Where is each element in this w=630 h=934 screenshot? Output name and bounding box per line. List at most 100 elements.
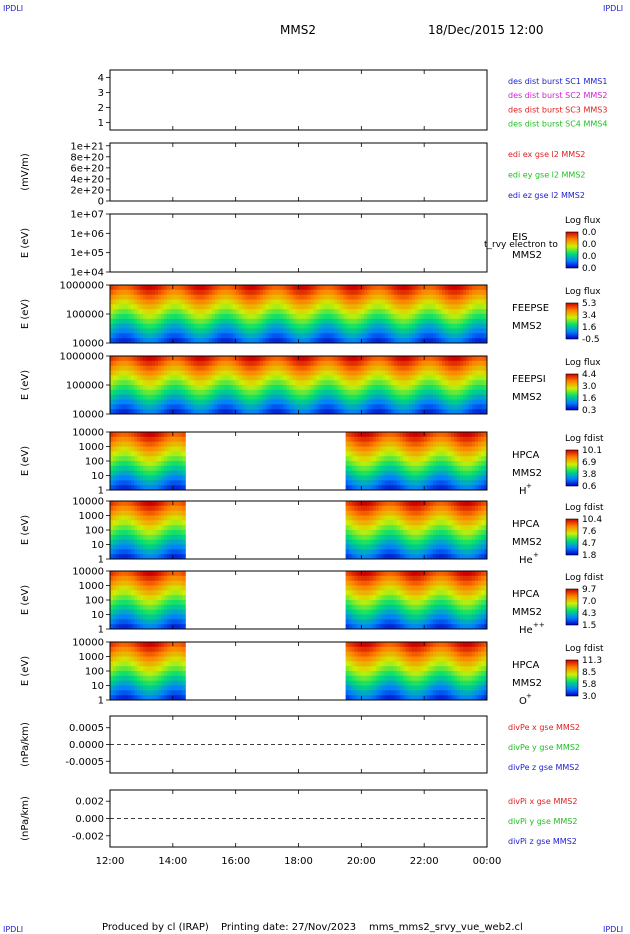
spectrogram-cell — [241, 356, 246, 362]
spectrogram-cell — [469, 549, 473, 555]
spectrogram-cell — [388, 328, 392, 334]
spectrogram-cell — [451, 289, 455, 295]
spectrogram-cell — [304, 323, 308, 329]
spectrogram-cell — [444, 465, 449, 471]
spectrogram-cell — [316, 394, 320, 400]
spectrogram-cell — [373, 309, 377, 315]
spectrogram-cell — [157, 285, 162, 291]
spectrogram-cell — [193, 314, 198, 320]
spectrogram-cell — [143, 525, 147, 531]
spectrogram-cell — [134, 446, 138, 452]
spectrogram-cell — [364, 399, 368, 405]
spectrogram-cell — [369, 501, 374, 507]
spectrogram-cell — [163, 289, 168, 295]
spectrogram-cell — [247, 309, 251, 315]
spectrogram-cell — [229, 375, 234, 381]
spectrogram-cell — [421, 399, 425, 405]
spectrogram-cell — [361, 375, 365, 381]
spectrogram-cell — [448, 304, 452, 310]
spectrogram-cell — [475, 385, 479, 391]
spectrogram-cell — [441, 539, 446, 545]
spectrogram-cell — [184, 299, 189, 305]
spectrogram-cell — [444, 451, 449, 457]
spectrogram-cell — [384, 475, 389, 481]
spectrogram-cell — [256, 380, 260, 386]
spectrogram-cell — [466, 380, 470, 386]
spectrogram-cell — [355, 323, 359, 329]
spectrogram-cell — [465, 525, 470, 531]
spectrogram-cell — [376, 404, 380, 410]
spectrogram-cell — [173, 515, 177, 521]
spectrogram-cell — [211, 314, 216, 320]
spectrogram-cell — [238, 294, 243, 300]
spectrogram-cell — [238, 394, 243, 400]
spectrogram-cell — [113, 451, 117, 457]
spectrogram-cell — [418, 360, 422, 366]
spectrogram-cell — [116, 323, 120, 329]
spectrogram-cell — [472, 432, 476, 438]
spectrogram-cell — [420, 510, 425, 516]
spectrogram-cell — [340, 328, 344, 334]
spectrogram-cell — [116, 328, 120, 334]
spectrogram-cell — [116, 470, 120, 476]
spectrogram-cell — [170, 441, 174, 447]
spectrogram-cell — [143, 480, 147, 486]
spectrogram-cell — [229, 289, 234, 295]
spectrogram-cell — [170, 520, 174, 526]
spectrogram-cell — [184, 399, 189, 405]
spectrogram-cell — [370, 399, 374, 405]
spectrogram-cell — [148, 299, 153, 305]
y-tick-label: 1000000 — [59, 281, 104, 292]
spectrogram-cell — [181, 289, 186, 295]
spectrogram-cell — [481, 475, 485, 481]
spectrogram-cell — [337, 404, 341, 410]
spectrogram-cell — [289, 385, 293, 391]
spectrogram-cell — [170, 530, 174, 536]
spectrogram-cell — [259, 394, 263, 400]
spectrogram-cell — [478, 294, 482, 300]
spectrogram-cell — [113, 385, 117, 391]
spectrogram-cell — [448, 385, 452, 391]
spectrogram-cell — [316, 304, 320, 310]
spectrogram-cell — [187, 370, 192, 376]
spectrogram-cell — [110, 314, 114, 320]
spectrogram-cell — [136, 385, 141, 391]
spectrogram-cell — [205, 323, 210, 329]
spectrogram-cell — [408, 456, 413, 462]
spectrogram-cell — [202, 333, 207, 339]
spectrogram-cell — [277, 370, 281, 376]
spectrogram-cell — [283, 338, 287, 344]
spectrogram-cell — [355, 328, 359, 334]
spectrogram-cell — [429, 480, 434, 486]
spectrogram-cell — [369, 480, 374, 486]
spectrogram-cell — [394, 404, 398, 410]
spectrogram-cell — [271, 314, 275, 320]
spectrogram-cell — [179, 432, 183, 438]
spectrogram-cell — [348, 432, 352, 438]
spectrogram-cell — [182, 480, 186, 486]
spectrogram-cell — [373, 389, 377, 395]
spectrogram-cell — [348, 510, 352, 516]
spectrogram-cell — [125, 409, 129, 415]
spectrogram-cell — [393, 539, 398, 545]
spectrogram-cell — [202, 338, 207, 344]
spectrogram-cell — [450, 475, 455, 481]
spectrogram-cell — [343, 389, 347, 395]
spectrogram-cell — [370, 294, 374, 300]
spectrogram-cell — [469, 289, 473, 295]
spectrogram-cell — [417, 436, 422, 442]
spectrogram-cell — [149, 534, 153, 540]
spectrogram-cell — [423, 544, 428, 550]
spectrogram-cell — [139, 314, 144, 320]
spectrogram-cell — [280, 289, 284, 295]
series-label: edi ey gse l2 MMS2 — [508, 170, 586, 179]
spectrogram-cell — [348, 530, 352, 536]
spectrogram-cell — [435, 539, 440, 545]
spectrogram-cell — [130, 404, 135, 410]
spectrogram-cell — [370, 409, 374, 415]
spectrogram-cell — [304, 304, 308, 310]
spectrogram-cell — [343, 399, 347, 405]
spectrogram-cell — [179, 530, 183, 536]
spectrogram-cell — [436, 389, 440, 395]
